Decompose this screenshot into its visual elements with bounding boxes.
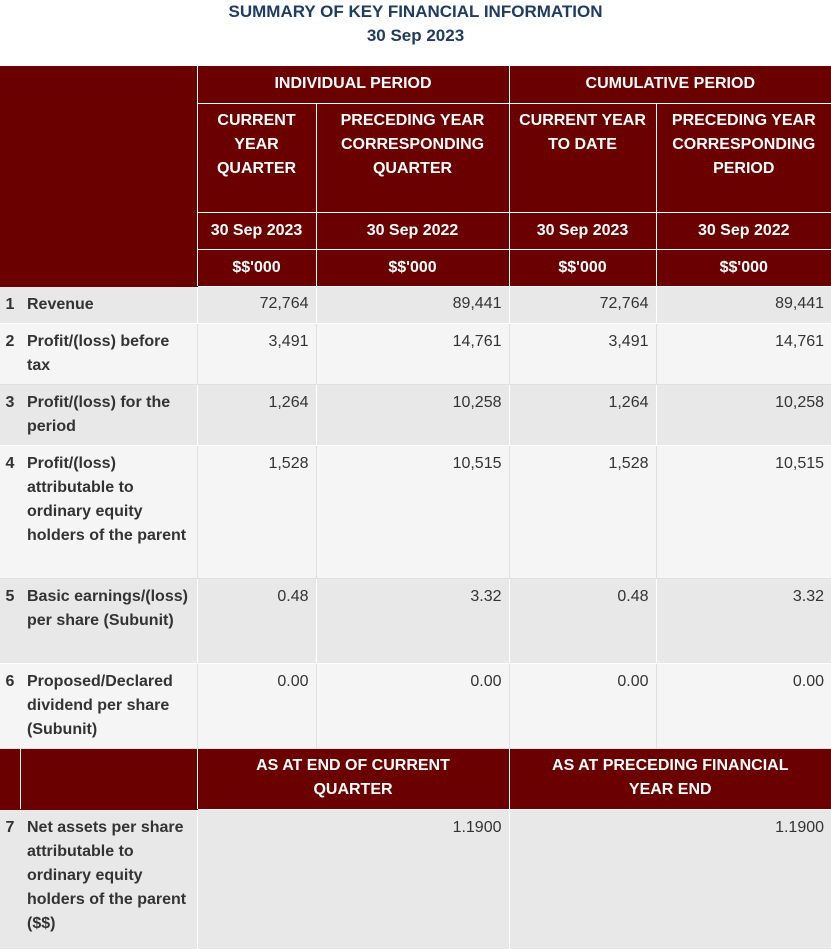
- value-preceding-quarter: 3.32: [315, 578, 509, 664]
- table-row: 5 Basic earnings/(loss) per share (Subun…: [0, 578, 831, 664]
- row-label: Basic earnings/(loss) per share (Subunit…: [20, 578, 197, 664]
- value-preceding-period: 14,761: [655, 323, 831, 385]
- value-preceding-quarter: 0.00: [315, 663, 509, 749]
- value-current-ytd: 72,764: [508, 286, 656, 324]
- row-number: 4: [0, 445, 20, 579]
- row-label: Profit/(loss) attributable to ordinary e…: [20, 445, 197, 579]
- header-date-1: 30 Sep 2023: [196, 212, 316, 250]
- header-cumulative-period: CUMULATIVE PERIOD: [508, 66, 831, 104]
- row-label: Profit/(loss) before tax: [20, 323, 197, 385]
- value-current-ytd: 1,264: [508, 384, 656, 446]
- header-as-at-current-quarter: AS AT END OF CURRENT QUARTER: [196, 748, 509, 810]
- value-current-ytd: 0.00: [508, 663, 656, 749]
- header-unit-3: $$'000: [508, 249, 656, 287]
- value-current-ytd: 0.48: [508, 578, 656, 664]
- row-number: 5: [0, 578, 20, 664]
- header-blank-num: [0, 748, 20, 810]
- header-unit-2: $$'000: [315, 249, 509, 287]
- value-preceding-quarter: 14,761: [315, 323, 509, 385]
- header-unit-4: $$'000: [655, 249, 831, 287]
- header-unit-1: $$'000: [196, 249, 316, 287]
- row-label: Net assets per share attributable to ord…: [20, 809, 197, 950]
- value-current-quarter: 1,264: [196, 384, 316, 446]
- header-as-at-preceding-year-end: AS AT PRECEDING FINANCIAL YEAR END: [508, 748, 831, 810]
- header-blank: [0, 66, 197, 287]
- value-as-at-current: 1.1900: [196, 809, 509, 950]
- header-preceding-year-quarter: PRECEDING YEAR CORRESPONDING QUARTER: [315, 103, 509, 213]
- header-date-3: 30 Sep 2023: [508, 212, 656, 250]
- value-preceding-quarter: 10,515: [315, 445, 509, 579]
- table-row: 2 Profit/(loss) before tax 3,491 14,761 …: [0, 323, 831, 385]
- header-individual-period: INDIVIDUAL PERIOD: [196, 66, 509, 104]
- header-date-2: 30 Sep 2022: [315, 212, 509, 250]
- value-preceding-period: 10,258: [655, 384, 831, 446]
- row-label: Revenue: [20, 286, 197, 324]
- value-current-quarter: 72,764: [196, 286, 316, 324]
- header-blank-label: [19, 748, 197, 810]
- value-current-quarter: 3,491: [196, 323, 316, 385]
- value-preceding-period: 89,441: [655, 286, 831, 324]
- table-row: 6 Proposed/Declared dividend per share (…: [0, 663, 831, 749]
- value-current-ytd: 3,491: [508, 323, 656, 385]
- header-current-year-quarter: CURRENT YEAR QUARTER: [196, 103, 316, 213]
- value-preceding-quarter: 10,258: [315, 384, 509, 446]
- row-number: 6: [0, 663, 20, 749]
- value-preceding-quarter: 89,441: [315, 286, 509, 324]
- value-current-ytd: 1,528: [508, 445, 656, 579]
- value-current-quarter: 0.00: [196, 663, 316, 749]
- financial-summary-table: INDIVIDUAL PERIOD CUMULATIVE PERIOD CURR…: [0, 66, 831, 950]
- value-preceding-period: 10,515: [655, 445, 831, 579]
- row-label: Proposed/Declared dividend per share (Su…: [20, 663, 197, 749]
- value-preceding-period: 0.00: [655, 663, 831, 749]
- row-number: 2: [0, 323, 20, 385]
- table-row: 3 Profit/(loss) for the period 1,264 10,…: [0, 384, 831, 446]
- row-number: 3: [0, 384, 20, 446]
- page-subtitle: 30 Sep 2023: [366, 26, 465, 45]
- page-title: SUMMARY OF KEY FINANCIAL INFORMATION: [228, 2, 603, 21]
- value-current-quarter: 0.48: [196, 578, 316, 664]
- row-number: 1: [0, 286, 20, 324]
- value-as-at-preceding: 1.1900: [508, 809, 831, 950]
- value-current-quarter: 1,528: [196, 445, 316, 579]
- value-preceding-period: 3.32: [655, 578, 831, 664]
- table-row: 1 Revenue 72,764 89,441 72,764 89,441: [0, 286, 831, 324]
- header-preceding-year-period: PRECEDING YEAR CORRESPONDING PERIOD: [655, 103, 831, 213]
- table-row: 4 Profit/(loss) attributable to ordinary…: [0, 445, 831, 579]
- header-current-year-to-date: CURRENT YEAR TO DATE: [508, 103, 656, 213]
- table-row: 7 Net assets per share attributable to o…: [0, 809, 831, 950]
- title-block: SUMMARY OF KEY FINANCIAL INFORMATION 30 …: [0, 0, 831, 66]
- row-number: 7: [0, 809, 20, 950]
- header-date-4: 30 Sep 2022: [655, 212, 831, 250]
- row-label: Profit/(loss) for the period: [20, 384, 197, 446]
